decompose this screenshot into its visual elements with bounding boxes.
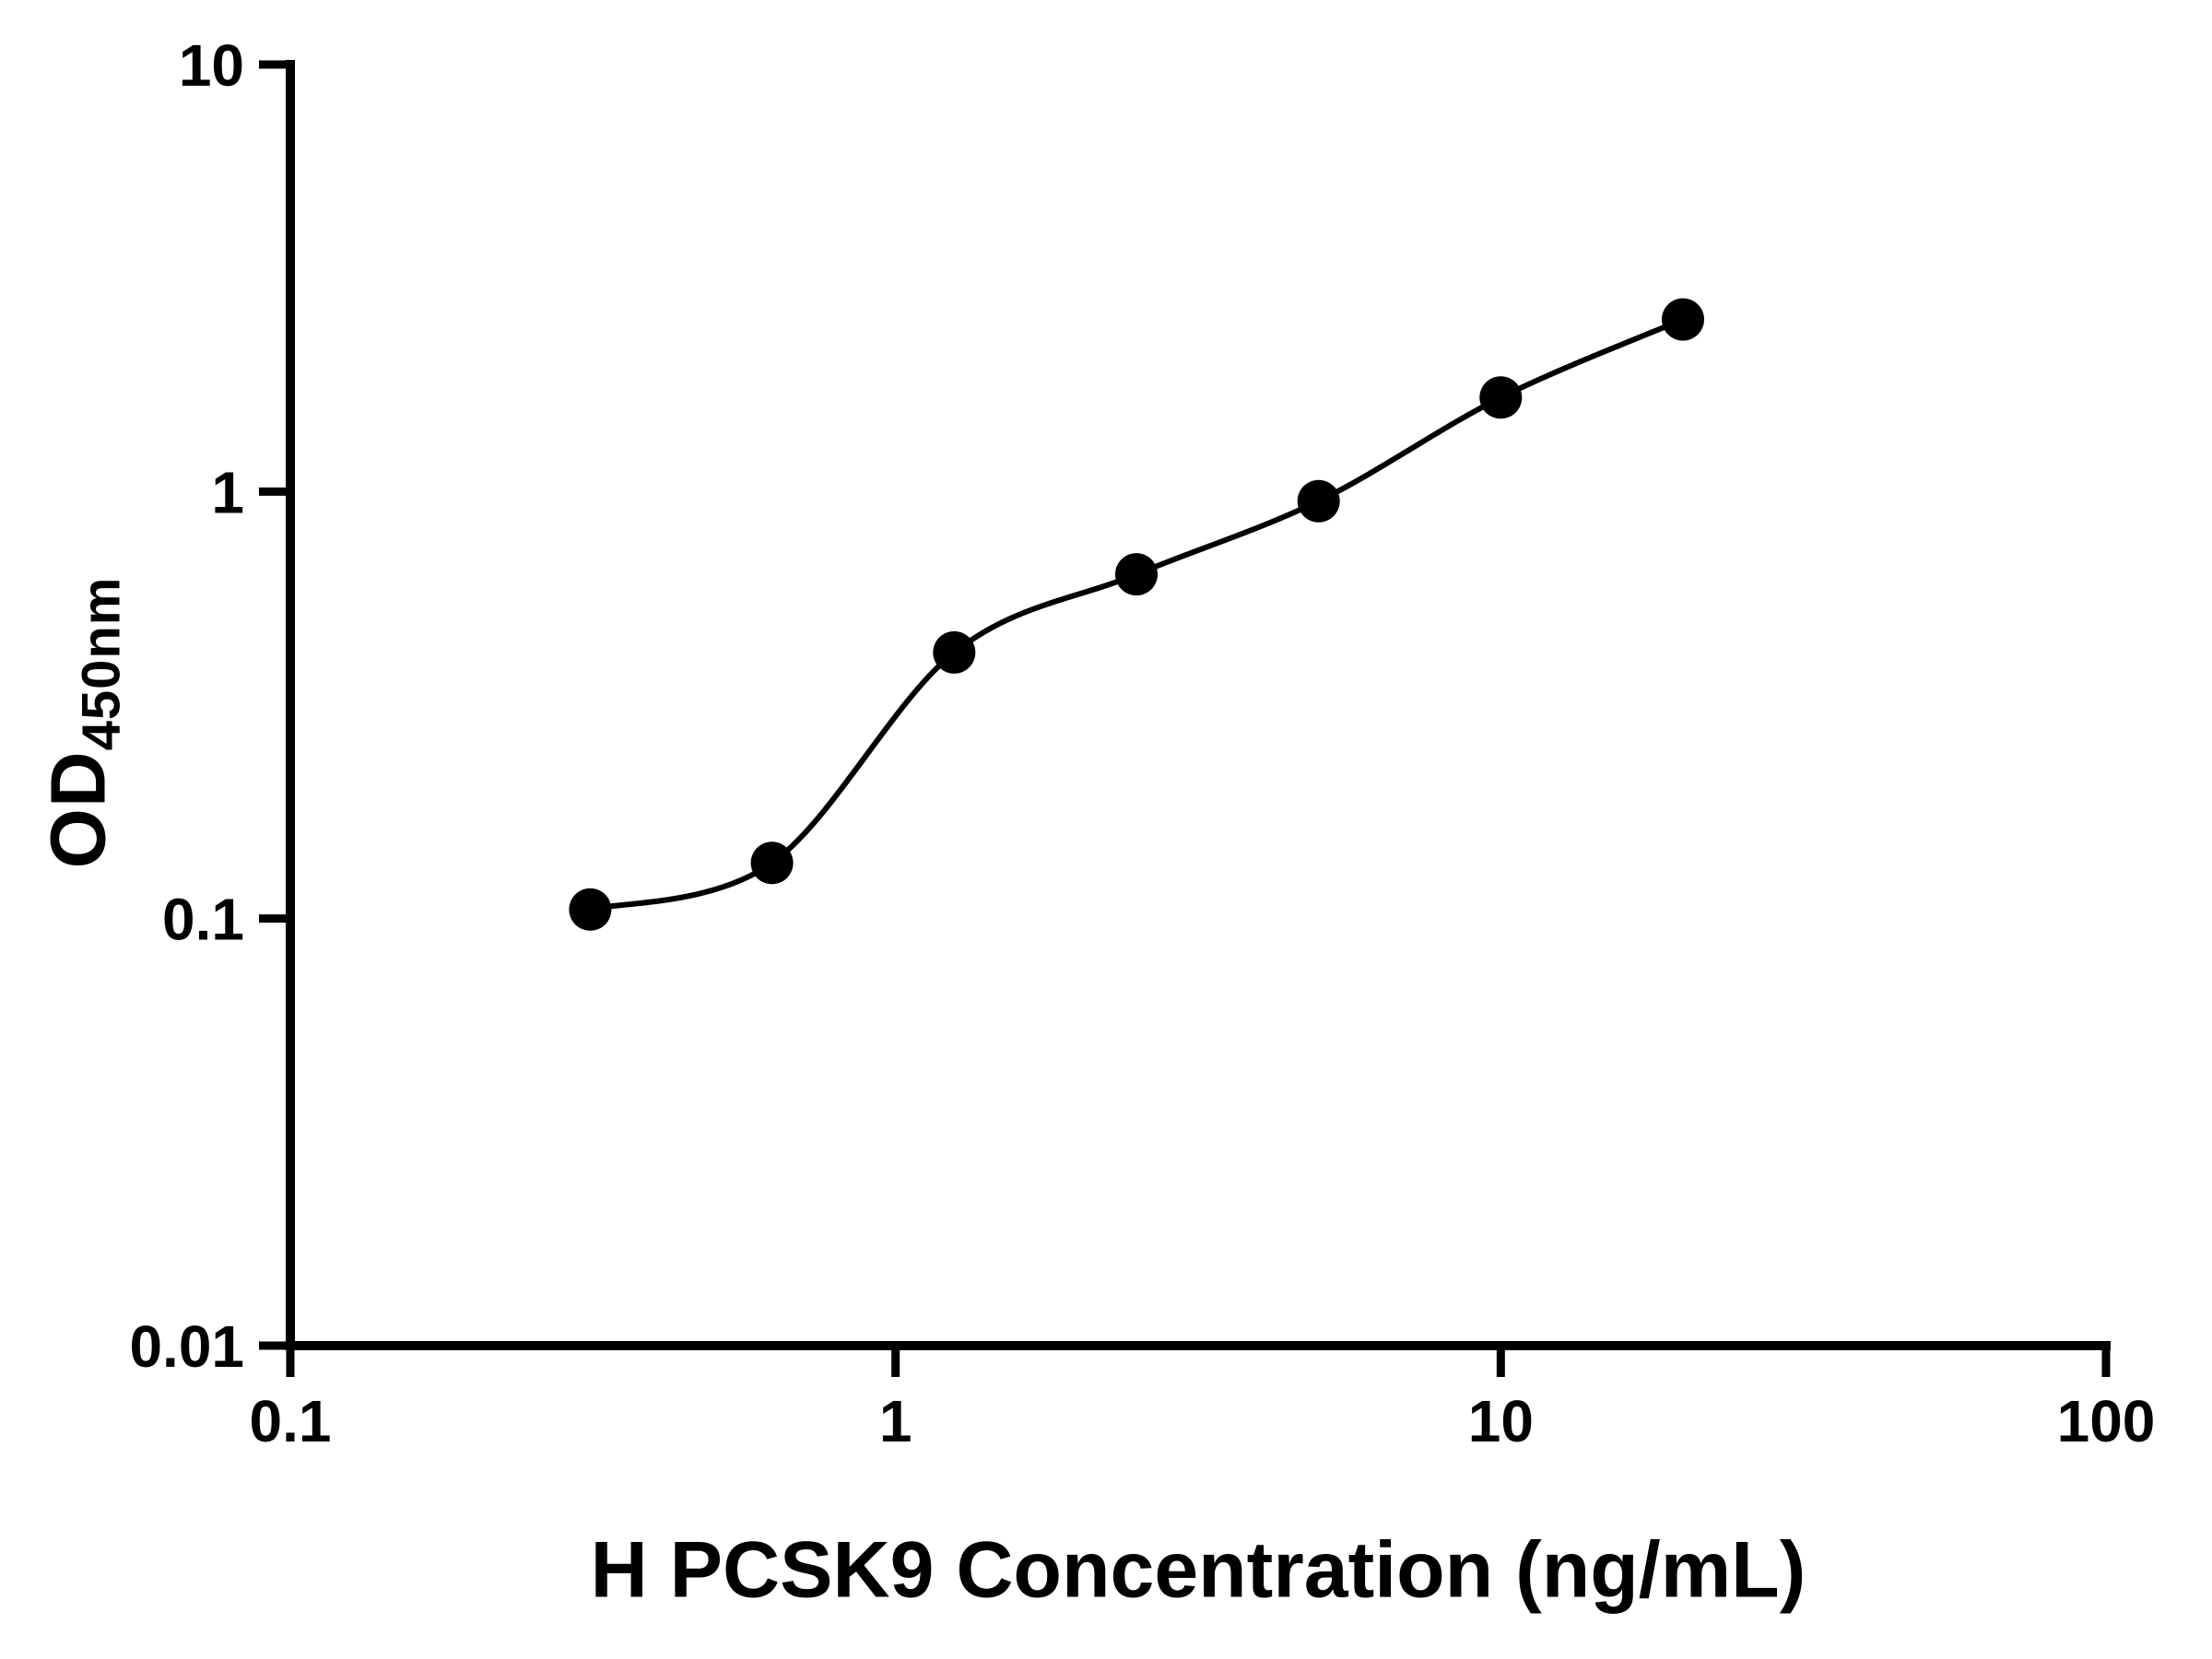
data-point-4	[1115, 553, 1158, 596]
axes-lines	[286, 60, 2111, 1350]
data-point-7	[1662, 298, 1704, 341]
data-point-3	[933, 630, 976, 674]
data-point-1	[569, 888, 612, 931]
y-tick-label: 0.01	[129, 1313, 244, 1380]
x-tick-label: 0.1	[250, 1388, 332, 1454]
y-tick-label: 0.1	[162, 887, 244, 953]
x-tick-label: 10	[1468, 1388, 1534, 1454]
data-point-6	[1479, 376, 1523, 419]
x-axis-label: H PCSK9 Concentration (ng/mL)	[590, 1525, 1806, 1615]
y-tick-label: 10	[179, 32, 244, 99]
x-tick-label: 100	[2057, 1388, 2156, 1454]
data-point-5	[1297, 479, 1340, 523]
data-point-2	[750, 841, 794, 885]
y-tick-label: 1	[211, 459, 244, 525]
x-tick-label: 1	[879, 1388, 912, 1454]
y-axis-label-base: OD	[34, 750, 122, 869]
y-axis-label: OD450nm	[34, 577, 132, 869]
y-axis-label-subscript: 450nm	[71, 576, 132, 751]
